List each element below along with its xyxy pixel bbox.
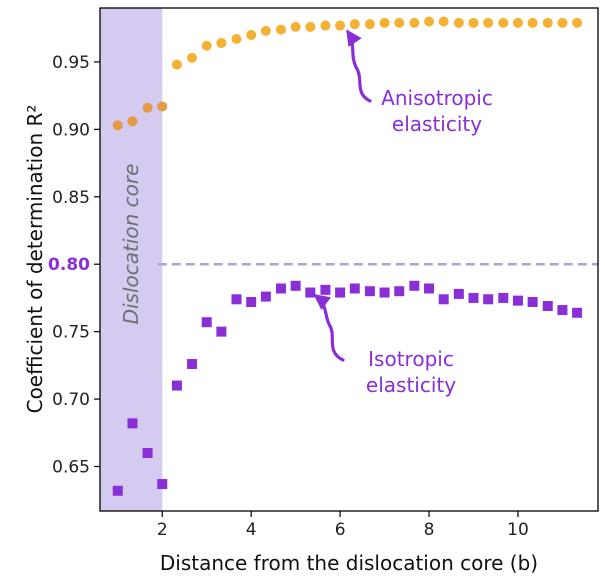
anisotropic-point (483, 17, 494, 28)
anisotropic-point (453, 17, 464, 28)
isotropic-point (201, 317, 212, 328)
annotation-line: Isotropic (368, 347, 454, 371)
isotropic-point (527, 296, 538, 307)
isotropic-point (349, 283, 360, 294)
isotropic-point (483, 294, 494, 305)
isotropic-point (542, 301, 553, 312)
anisotropic-point (320, 20, 331, 31)
isotropic-point (512, 295, 523, 306)
isotropic-point (305, 287, 316, 298)
isotropic-point (231, 294, 242, 305)
isotropic-point (112, 485, 123, 496)
anisotropic-point (409, 17, 420, 28)
isotropic-point (453, 288, 464, 299)
anisotropic-point (335, 20, 346, 31)
anisotropic-point (142, 102, 153, 113)
isotropic-point (246, 296, 257, 307)
isotropic-point (364, 286, 375, 297)
anisotropic-point (527, 17, 538, 28)
plot-frame (99, 7, 599, 512)
isotropic-point (275, 283, 286, 294)
y-tick-label: 0.80 (48, 255, 90, 275)
anisotropic-annotation: Anisotropic elasticity (381, 86, 493, 136)
anisotropic-point (201, 40, 212, 51)
isotropic-point (142, 448, 153, 459)
x-tick-label: 2 (157, 520, 168, 540)
dislocation-core-label: Dislocation core (119, 164, 143, 325)
anisotropic-point (349, 19, 360, 30)
anisotropic-point (438, 16, 449, 27)
anisotropic-point (127, 116, 138, 127)
isotropic-point (424, 283, 435, 294)
anisotropic-arrow (346, 29, 372, 103)
y-tick-label: 0.95 (52, 53, 90, 73)
isotropic-annotation: Isotropic elasticity (366, 347, 456, 397)
x-axis-label: Distance from the dislocation core (b) (160, 551, 538, 575)
anisotropic-point (512, 17, 523, 28)
x-tick-label: 4 (246, 520, 257, 540)
y-tick-label: 0.65 (52, 457, 90, 477)
anisotropic-point (231, 34, 242, 45)
anisotropic-point (542, 17, 553, 28)
isotropic-point (290, 280, 301, 291)
isotropic-point (498, 292, 509, 303)
anisotropic-point (364, 19, 375, 30)
anisotropic-point (424, 16, 435, 27)
annotation-line: Anisotropic (381, 86, 493, 110)
isotropic-point (394, 286, 405, 297)
isotropic-point (127, 418, 138, 429)
anisotropic-point (171, 59, 182, 70)
isotropic-point (409, 280, 420, 291)
x-tick-label: 8 (424, 520, 435, 540)
anisotropic-point (290, 21, 301, 32)
isotropic-point (320, 284, 331, 295)
isotropic-point (572, 307, 583, 318)
y-tick-label: 0.70 (52, 390, 90, 410)
y-axis-label: Coefficient of determination R² (23, 105, 47, 414)
isotropic-point (438, 294, 449, 305)
anisotropic-point (216, 38, 227, 49)
anisotropic-point (246, 29, 257, 40)
isotropic-point (379, 287, 390, 298)
anisotropic-point (112, 120, 123, 131)
y-tick-label: 0.75 (52, 323, 90, 343)
isotropic-point (157, 479, 168, 490)
isotropic-arrow (313, 294, 345, 362)
isotropic-point (187, 359, 198, 370)
x-tick-label: 10 (507, 520, 529, 540)
anisotropic-point (572, 17, 583, 28)
y-tick-label: 0.90 (52, 120, 90, 140)
annotation-line: elasticity (392, 112, 482, 136)
anisotropic-point (275, 24, 286, 35)
anisotropic-point (260, 25, 271, 36)
isotropic-point (468, 292, 479, 303)
x-tick-label: 6 (335, 520, 346, 540)
isotropic-point (171, 380, 182, 391)
y-tick-label: 0.85 (52, 188, 90, 208)
isotropic-point (335, 287, 346, 298)
isotropic-point (260, 291, 271, 302)
anisotropic-point (379, 17, 390, 28)
anisotropic-point (468, 17, 479, 28)
anisotropic-point (557, 17, 568, 28)
anisotropic-point (187, 52, 198, 63)
anisotropic-point (157, 101, 168, 112)
isotropic-point (216, 326, 227, 337)
anisotropic-point (498, 17, 509, 28)
anisotropic-point (394, 17, 405, 28)
annotation-line: elasticity (366, 373, 456, 397)
anisotropic-point (305, 21, 316, 32)
isotropic-point (557, 305, 568, 316)
